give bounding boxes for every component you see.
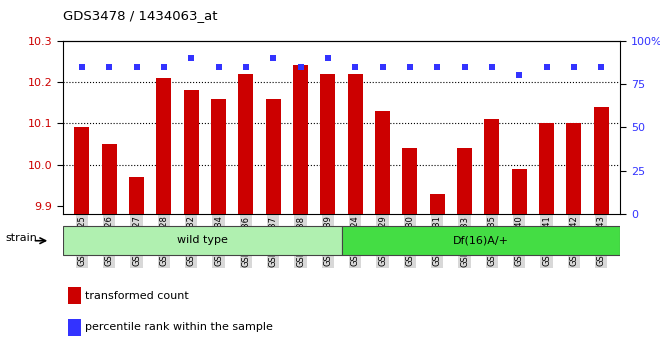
Bar xyxy=(102,144,117,214)
Text: strain: strain xyxy=(5,233,37,242)
Point xyxy=(350,64,360,69)
Point xyxy=(432,64,442,69)
Text: Df(16)A/+: Df(16)A/+ xyxy=(453,235,509,245)
Point xyxy=(213,64,224,69)
Bar xyxy=(183,90,199,214)
Bar xyxy=(68,287,81,304)
Bar xyxy=(238,74,253,214)
Point xyxy=(104,64,114,69)
Point xyxy=(268,55,279,61)
Point xyxy=(405,64,415,69)
Text: transformed count: transformed count xyxy=(85,291,189,301)
Point xyxy=(378,64,388,69)
Bar xyxy=(266,98,280,214)
Bar xyxy=(156,78,172,214)
Point xyxy=(541,64,552,69)
Point xyxy=(295,64,306,69)
Text: GDS3478 / 1434063_at: GDS3478 / 1434063_at xyxy=(63,9,217,22)
Bar xyxy=(320,74,335,214)
FancyBboxPatch shape xyxy=(63,227,342,255)
Point xyxy=(514,73,525,78)
Point xyxy=(158,64,169,69)
Bar xyxy=(68,319,81,336)
Bar xyxy=(430,194,445,214)
Point xyxy=(459,64,470,69)
FancyBboxPatch shape xyxy=(342,227,620,255)
Bar xyxy=(457,148,472,214)
Point xyxy=(569,64,579,69)
Point xyxy=(596,64,607,69)
Bar xyxy=(75,127,89,214)
Point xyxy=(323,55,333,61)
Bar xyxy=(539,123,554,214)
Point xyxy=(131,64,142,69)
Text: percentile rank within the sample: percentile rank within the sample xyxy=(85,322,273,332)
Point xyxy=(241,64,251,69)
Bar xyxy=(129,177,144,214)
Bar xyxy=(403,148,417,214)
Bar xyxy=(594,107,609,214)
Point xyxy=(186,55,197,61)
Bar xyxy=(293,65,308,214)
Text: wild type: wild type xyxy=(177,235,228,245)
Bar xyxy=(566,123,581,214)
Point xyxy=(77,64,87,69)
Bar xyxy=(348,74,363,214)
Bar xyxy=(484,119,500,214)
Bar xyxy=(211,98,226,214)
Bar xyxy=(512,169,527,214)
Point xyxy=(486,64,497,69)
Bar xyxy=(375,111,390,214)
